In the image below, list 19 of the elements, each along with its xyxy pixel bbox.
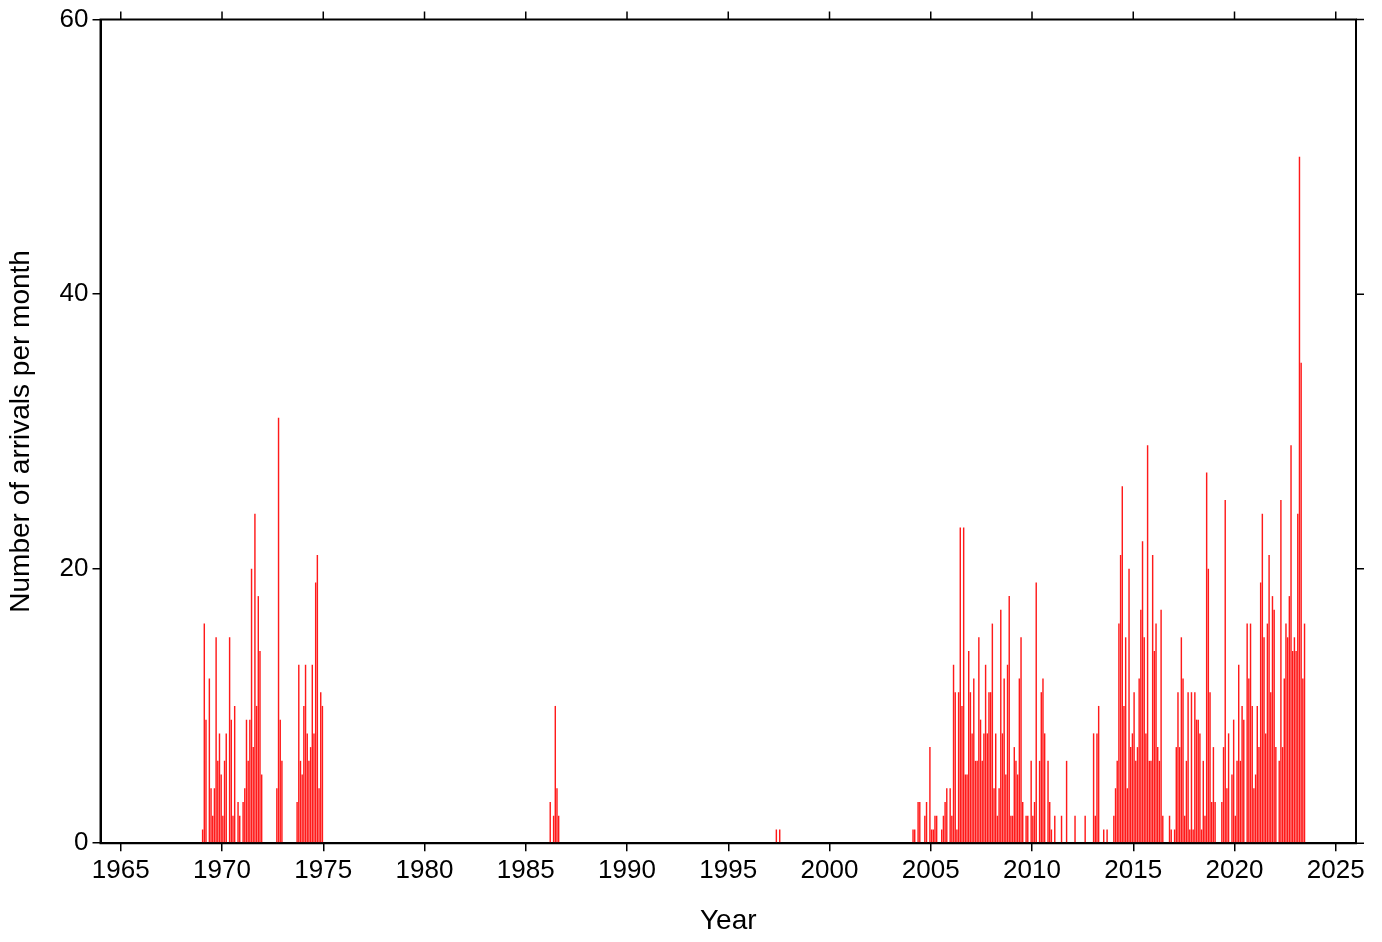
y-tick-label: 20 [59, 551, 89, 582]
x-tick-label: 1990 [598, 853, 656, 884]
x-tick-label: 2015 [1104, 853, 1163, 884]
x-tick-label: 1985 [496, 853, 555, 884]
x-tick-label: 2025 [1306, 853, 1365, 884]
x-tick-label: 2005 [901, 853, 960, 884]
x-tick-label: 1970 [193, 853, 251, 884]
x-tick-label: 2010 [1003, 853, 1061, 884]
x-axis-title: Year [699, 903, 757, 935]
y-tick-label: 60 [59, 2, 89, 33]
y-tick-label: 0 [74, 826, 89, 857]
x-tick-label: 1995 [699, 853, 758, 884]
x-tick-label: 1975 [294, 853, 353, 884]
x-tick-label: 1965 [91, 853, 150, 884]
y-axis-title: Number of arrivals per month [3, 250, 35, 613]
x-tick-label: 2020 [1205, 853, 1264, 884]
x-tick-label: 2000 [800, 853, 859, 884]
y-tick-label: 40 [59, 277, 89, 308]
x-tick-label: 1980 [395, 853, 454, 884]
